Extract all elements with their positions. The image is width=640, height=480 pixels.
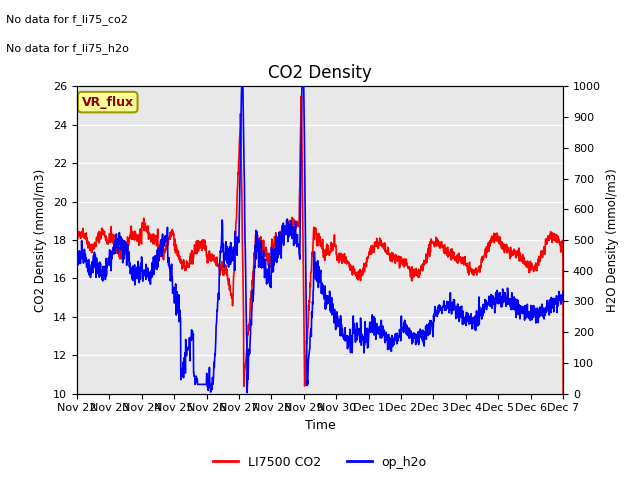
Text: No data for f_li75_h2o: No data for f_li75_h2o [6, 43, 129, 54]
Y-axis label: CO2 Density (mmol/m3): CO2 Density (mmol/m3) [35, 168, 47, 312]
Y-axis label: H2O Density (mmol/m3): H2O Density (mmol/m3) [607, 168, 620, 312]
Text: VR_flux: VR_flux [82, 96, 134, 108]
Legend: LI7500 CO2, op_h2o: LI7500 CO2, op_h2o [209, 451, 431, 474]
Title: CO2 Density: CO2 Density [268, 64, 372, 82]
X-axis label: Time: Time [305, 419, 335, 432]
Text: No data for f_li75_co2: No data for f_li75_co2 [6, 14, 128, 25]
